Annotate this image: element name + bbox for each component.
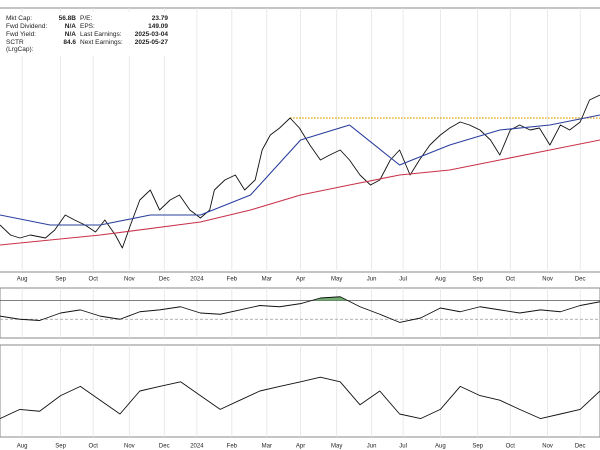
stat-value: 2025-03-04: [134, 31, 168, 38]
x-tick-label: Dec: [159, 277, 170, 283]
stat-value: 84.6: [63, 39, 76, 46]
x-tick-label: Dec: [575, 444, 586, 450]
x-tick-label: Jul: [399, 444, 407, 450]
x-tick-label: Aug: [17, 277, 28, 283]
x-tick-label: Sep: [55, 444, 66, 450]
x-tick-label: May: [331, 277, 342, 283]
stat-label: Last Earnings:: [80, 31, 122, 38]
stat-label: P/E:: [80, 15, 93, 22]
x-tick-label: Jun: [367, 277, 377, 283]
stat-label: EPS:: [80, 23, 95, 30]
x-tick-label: Nov: [124, 277, 135, 283]
x-tick-label: Jul: [399, 277, 407, 283]
x-tick-label: Apr: [296, 444, 305, 450]
stat-value: 56.8B: [58, 15, 76, 22]
stat-label: Mkt Cap:: [6, 15, 33, 22]
stat-value: 23.79: [151, 15, 168, 22]
x-tick-label: Aug: [435, 444, 446, 450]
x-tick-label: Sep: [472, 444, 483, 450]
x-tick-label: Mar: [262, 277, 272, 283]
x-tick-label: Jun: [367, 444, 377, 450]
stat-label: Next Earnings:: [80, 39, 123, 46]
series-line: [0, 139, 600, 246]
x-tick-label: Oct: [506, 444, 516, 450]
series-line: [0, 94, 600, 249]
stat-value: 2025-05-27: [134, 39, 168, 46]
stat-label: Fwd Yield:: [6, 31, 36, 38]
x-tick-label: Nov: [542, 444, 553, 450]
x-tick-label: Oct: [506, 277, 516, 283]
x-tick-label: 2024: [190, 277, 204, 283]
panel-border: [0, 287, 600, 339]
x-tick-label: Apr: [296, 277, 305, 283]
stats-box: Mkt Cap: 56.8B P/E: 23.79 Fwd Dividend: N/A EP…: [4, 12, 184, 56]
stat-value: 149.09: [148, 23, 168, 30]
x-tick-label: Aug: [435, 277, 446, 283]
series-line: [0, 376, 600, 420]
x-tick-label: Dec: [575, 277, 586, 283]
stat-value: N/A: [64, 23, 76, 30]
x-tick-label: Nov: [124, 444, 135, 450]
series-line: [0, 114, 600, 226]
x-tick-label: Mar: [262, 444, 272, 450]
x-tick-label: May: [331, 444, 342, 450]
x-tick-label: Nov: [542, 277, 553, 283]
x-tick-label: Oct: [89, 444, 99, 450]
series-line: [0, 296, 600, 323]
x-tick-label: Sep: [472, 277, 483, 283]
stat-value: N/A: [64, 31, 76, 38]
x-tick-label: Aug: [17, 444, 28, 450]
x-tick-label: 2024: [190, 444, 204, 450]
x-tick-label: Sep: [55, 277, 66, 283]
x-tick-label: Dec: [159, 444, 170, 450]
stat-label: Fwd Dividend:: [6, 23, 48, 30]
panel-border: [0, 344, 600, 438]
stat-label: SCTR (LrgCap):: [6, 39, 34, 53]
x-tick-label: Feb: [227, 444, 238, 450]
x-tick-label: Feb: [227, 277, 238, 283]
x-tick-label: Oct: [89, 277, 99, 283]
